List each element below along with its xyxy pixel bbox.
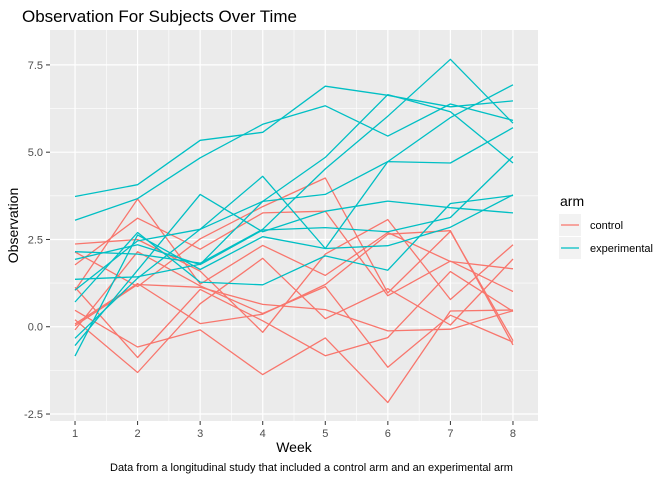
x-tick-label: 3 (197, 428, 203, 440)
series-line-experimental (74, 193, 514, 347)
major-gridlines (50, 30, 538, 421)
legend-title: arm (560, 193, 584, 209)
series-line-experimental (74, 85, 514, 198)
series-line-control (74, 230, 514, 346)
series-line-experimental (74, 155, 514, 266)
series-line-experimental (74, 93, 514, 280)
y-tick-label: 2.5 (28, 234, 43, 246)
y-tick-label: 7.5 (28, 60, 43, 72)
y-axis: -2.5 0.0 2.5 5.0 7.5 (24, 60, 50, 421)
x-axis-title: Week (276, 439, 313, 455)
series-line-control (74, 270, 514, 359)
series-line-control (74, 283, 514, 332)
x-tick-label: 5 (322, 428, 328, 440)
y-tick-label: 0.0 (28, 322, 43, 334)
x-tick-label: 4 (260, 428, 266, 440)
x-tick-label: 1 (72, 428, 78, 440)
series-line-control (74, 177, 514, 342)
series-line-experimental (74, 84, 514, 339)
series-line-experimental (74, 194, 514, 303)
x-tick-label: 6 (385, 428, 391, 440)
series-lines (74, 58, 514, 404)
y-tick-label: -2.5 (24, 409, 43, 421)
series-line-experimental (74, 127, 514, 291)
legend-label-experimental: experimental (590, 243, 653, 255)
series-line-control (74, 309, 514, 404)
x-tick-label: 8 (510, 428, 516, 440)
series-line-control (74, 218, 514, 333)
legend-label-control: control (590, 220, 623, 232)
x-tick-label: 2 (135, 428, 141, 440)
series-line-experimental (74, 58, 514, 264)
series-line-control (74, 257, 514, 374)
y-axis-title: Observation (5, 188, 21, 263)
x-axis: 1 2 3 4 5 6 7 8 (72, 421, 516, 440)
y-tick-label: 5.0 (28, 147, 43, 159)
legend: arm control experimental (559, 193, 653, 259)
chart-caption: Data from a longitudinal study that incl… (110, 462, 513, 474)
chart-title: Observation For Subjects Over Time (22, 7, 297, 26)
series-line-control (74, 198, 514, 291)
x-tick-label: 7 (447, 428, 453, 440)
